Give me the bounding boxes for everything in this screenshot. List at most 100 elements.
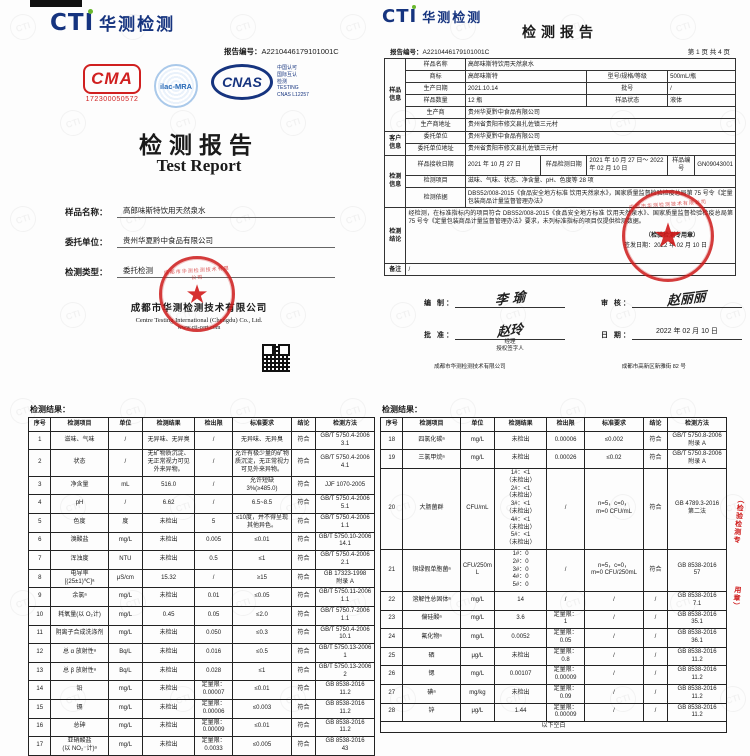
result-cell: 铅 (50, 680, 109, 700)
result-cell: / (642, 683, 669, 704)
table-row: 18 四氯化碳ᵃ mg/L 未检出 0.00006 ≤0.002 符合 GB/T 5750.8… (379, 430, 727, 451)
result-cell: ≤0.01 (232, 717, 292, 738)
table-row: 5 色度度未检出 5 ≤10度，并不得呈现其他异色。 符合 GB/T 5750.4-200… (27, 512, 375, 533)
signature-approved: 赵玲 (496, 322, 523, 341)
result-cell: 22 (379, 590, 404, 611)
result-cell: GB 8538-2016 11.2 (667, 683, 727, 704)
result-cell: 定量限： 0.05 (546, 628, 586, 648)
result-cell: 未检出 (142, 512, 196, 533)
result-cell: 5 (27, 512, 52, 533)
cover-title-en: Test Report (156, 156, 242, 175)
header-row: 序号 检测项目 单位 检测结果 检出限 标准要求 结论 检测方法 (379, 417, 727, 432)
result-cell: mL (107, 475, 144, 496)
ilac-mra-icon: ilac-MRA (154, 64, 198, 108)
result-cell: / (584, 683, 644, 704)
cti-logo: CTI 华测检测 (50, 9, 175, 36)
result-cell: 23 (379, 609, 404, 630)
signature-row: 批 准： 赵玲 经理 授权签字人 日 期： 2022 年 02 月 10 日 (376, 320, 744, 352)
result-cell: 7 (27, 550, 52, 570)
result-cell: 符合 (290, 475, 317, 496)
result-cell: 符合 (290, 643, 317, 663)
result-cell: 符合 (290, 717, 317, 738)
result-cell: 26 (379, 665, 404, 685)
page-footer: 成都市华测检测技术有限公司 成都市高新区新雅街 82 号 (376, 362, 744, 370)
result-cell: 14 (494, 590, 548, 611)
result-cell: 未检出 (142, 698, 196, 719)
reviewed-by: 审 核： 赵丽丽 (601, 288, 742, 310)
result-cell: ≤0.3 (232, 624, 292, 645)
result-cell: / (546, 590, 586, 611)
result-cell: μS/cm (107, 568, 144, 589)
result-cell: 0.016 (194, 643, 234, 663)
table-row: 2 状态 / 无矿物质沉淀、无正常视力可见外来异物。 / 允许有极少量的矿物质沉淀，无正常… (27, 449, 375, 477)
results-section-left: 检测结果： 序号 检测项目 单位 检测结果 检出限 标准要求 结论 检测方法 1 滋味、气味 / 无异… (27, 404, 375, 756)
result-cell: / (642, 646, 669, 667)
column-header: 结论 (642, 417, 669, 432)
result-cell: / (546, 548, 586, 592)
blank-note: 以下空白 (380, 721, 727, 733)
column-header: 检测项目 (50, 417, 109, 432)
result-cell: GB/T 5750.11-2006 1.1 (315, 587, 375, 607)
result-cell: / (194, 449, 234, 477)
result-cell: 定量限： 1 (546, 609, 586, 630)
result-cell: 四氯化碳ᵃ (402, 430, 461, 451)
result-cell: 未检出 (142, 717, 196, 738)
company-round-stamp: 成都市华测检测技术有限公司 ★ (159, 256, 235, 332)
result-cell: 未检出 (142, 736, 196, 756)
result-cell: μg/L (459, 646, 496, 667)
table-row: 生产商地址 贵州省贵阳市修文县扎佐镇三元村 (385, 118, 737, 132)
result-cell: 1 (27, 430, 52, 451)
result-cell: 符合 (290, 661, 317, 682)
table-row: 7 浑浊度 NTU 未检出 0.5 ≤1 符合 GB/T 5750.4-2006 2.1 (27, 550, 375, 570)
result-cell: 27 (379, 683, 404, 704)
result-cell: 2 (27, 449, 52, 477)
result-cell: 未检出 (142, 550, 196, 570)
column-header: 检测项目 (402, 417, 461, 432)
result-cell: ≤0.01 (232, 531, 292, 552)
results-table-items-1-17: 序号 检测项目 单位 检测结果 检出限 标准要求 结论 检测方法 1 滋味、气味 / 无异味、无异臭 /… (27, 417, 375, 756)
result-cell: 0.028 (194, 661, 234, 682)
result-cell: 3 (27, 475, 52, 496)
result-cell: mg/L (107, 717, 144, 738)
result-cell: ≤2.0 (232, 605, 292, 626)
result-cell: / (194, 568, 234, 589)
result-cell: 13 (27, 661, 52, 682)
result-cell: GB/T 5750.13-2006 2 (315, 661, 375, 682)
result-cell: 溴酸盐 (50, 531, 109, 552)
table-row: 9 余氯ᵃ mg/L 未检出 0.01 ≤0.05 符合 GB/T 5750.11-2006 … (27, 587, 375, 607)
result-cell: mg/L (107, 680, 144, 700)
report-cover-page: CTI 华测检测 报告编号：A2210446179101001C CMA 172… (28, 0, 370, 402)
result-cell: / (642, 702, 669, 723)
page-title: 检测报告 (522, 24, 598, 40)
result-cell: NTU (107, 550, 144, 570)
result-cell: 0.45 (142, 605, 196, 626)
result-cell: 未检出 (142, 587, 196, 607)
table-row: 13 总 β 放射性ᵃ Bq/L 未检出 0.028 ≤1 符合 GB/T 5750.13-2… (27, 661, 375, 682)
result-cell: GB 8538-2016 11.2 (315, 698, 375, 719)
cma-icon: CMA (83, 64, 141, 94)
result-cell: 电导率 [(25±1)℃]ᵃ (50, 568, 109, 589)
result-cell: 定量限： 0.00009 (194, 717, 234, 738)
qr-code (262, 344, 290, 372)
result-cell: Bq/L (107, 643, 144, 663)
result-cell: 符合 (642, 430, 669, 451)
field-sample-name: 样品名称： 高郎味斯特饮用天然泉水 (65, 205, 335, 218)
result-cell: 锌 (402, 702, 461, 723)
result-cell: GB/T 5750.4-2006 3.1 (315, 430, 375, 451)
table-row: 11 阴离子合成洗涤剂 mg/L 未检出 0.050 ≤0.3 符合 GB/T 5750.4-… (27, 624, 375, 645)
result-cell: 0.00026 (546, 449, 586, 469)
signature-reviewed: 赵丽丽 (667, 289, 707, 310)
result-cell: 未检出 (142, 661, 196, 682)
inspection-round-stamp: 成都市华测检测技术有限公司 ★ (622, 190, 714, 282)
table-row: 16 总砷 mg/L 未检出 定量限： 0.00009 ≤0.01 符合 GB 8538-20… (27, 717, 375, 738)
result-cell: 余氯ᵃ (50, 587, 109, 607)
result-cell: 净含量 (50, 475, 109, 496)
result-cell: GB/T 5750.8-2006 附录 A (667, 449, 727, 469)
result-cell: GB/T 5750.4-2006 1.1 (315, 512, 375, 533)
result-cell: 0.005 (194, 531, 234, 552)
result-cell: 阴离子合成洗涤剂 (50, 624, 109, 645)
result-cell: 9 (27, 587, 52, 607)
result-cell: 无异味、无异臭 (232, 430, 292, 451)
column-header: 序号 (27, 417, 52, 432)
result-cell: / (107, 449, 144, 477)
